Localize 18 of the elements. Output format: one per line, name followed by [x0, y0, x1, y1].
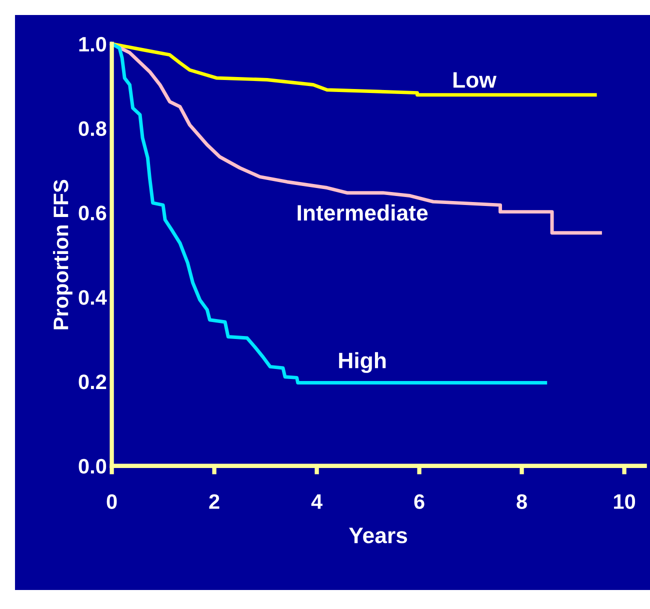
y-tick-label: 0.0	[78, 458, 106, 474]
series-label: Low	[454, 72, 497, 88]
y-tick-label: 0.2	[78, 374, 106, 390]
y-tick-label: 1.0	[79, 36, 106, 52]
x-axis-title: Years	[349, 528, 408, 544]
x-tick-label: 0	[106, 494, 117, 509]
line-series	[110, 42, 548, 384]
series-label: High	[339, 352, 386, 373]
series-label: Intermediate	[298, 204, 428, 221]
x-tick-label: 8	[516, 494, 527, 509]
x-tick-label: 2	[209, 494, 220, 509]
y-tick-label: 0.4	[78, 290, 107, 305]
y-axis-title: Proportion FFS	[53, 180, 72, 330]
x-tick-label: 10	[614, 494, 636, 509]
y-tick-label: 0.6	[78, 206, 106, 220]
x-tick-label: 4	[311, 494, 322, 509]
x-tick-label: 6	[414, 494, 424, 509]
y-tick-label: 0.8	[78, 121, 106, 136]
